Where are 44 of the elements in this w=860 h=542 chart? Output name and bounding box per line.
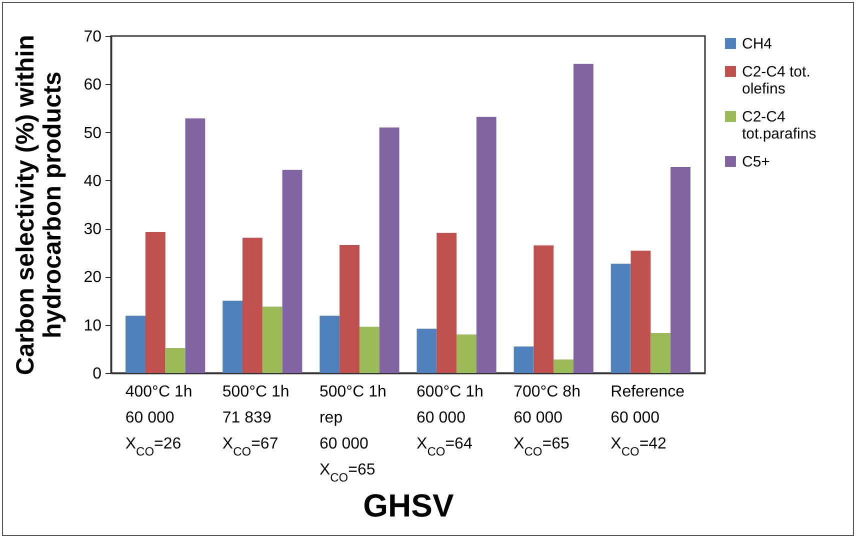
x-tick-label: 500°C 1h 71 839 X$_{CO}$=67	[222, 384, 290, 458]
bar	[554, 360, 574, 373]
legend-label: C5+	[742, 154, 770, 170]
bar	[359, 326, 380, 373]
bar	[476, 116, 496, 373]
bar	[650, 333, 671, 373]
y-tick-label: 50	[84, 124, 102, 142]
bar	[416, 328, 437, 373]
x-axis-title: GHSV	[363, 488, 454, 524]
bar	[436, 232, 457, 373]
bar	[145, 232, 166, 373]
x-tick-label: 600°C 1h 60 000 X$_{CO}$=64	[416, 384, 484, 458]
bar	[320, 316, 340, 373]
y-tick-label: 20	[84, 269, 102, 286]
y-tick-label: 70	[84, 28, 102, 46]
bar	[456, 334, 476, 373]
x-tick-label: 400°C 1h 60 000 X$_{CO}$=26	[125, 384, 192, 458]
bar	[165, 348, 186, 373]
bar	[573, 64, 594, 373]
bar	[514, 346, 534, 373]
legend-label: C2-C4 tot.parafins	[742, 108, 816, 142]
bar	[242, 238, 262, 373]
x-tick-label: 700°C 8h 60 000 X$_{CO}$=65	[514, 384, 580, 458]
bar	[630, 250, 651, 373]
y-tick-label: 60	[84, 76, 102, 94]
bar	[610, 264, 631, 373]
y-axis-title: Carbon selectivity (%) within hydrocarbon products	[12, 34, 67, 376]
bar	[379, 127, 400, 373]
y-tick-label: 10	[84, 317, 102, 334]
x-tick-label: 500°C 1h rep 60 000 X$_{CO}$=65	[319, 384, 386, 484]
bar	[262, 306, 282, 373]
bar	[282, 170, 302, 373]
bar	[340, 244, 360, 373]
x-tick-label: Reference 60 000 X$_{CO}$=42	[610, 384, 685, 458]
bar	[185, 118, 206, 373]
bar	[126, 316, 146, 373]
y-tick-label: 40	[84, 172, 102, 190]
y-tick-label: 30	[84, 221, 102, 238]
y-tick-label: 0	[92, 366, 102, 382]
bar	[534, 245, 554, 373]
legend-label: CH4	[742, 36, 772, 52]
bar	[670, 166, 690, 373]
legend-label: C2-C4 tot. olefins	[742, 64, 810, 98]
bar	[222, 300, 243, 373]
